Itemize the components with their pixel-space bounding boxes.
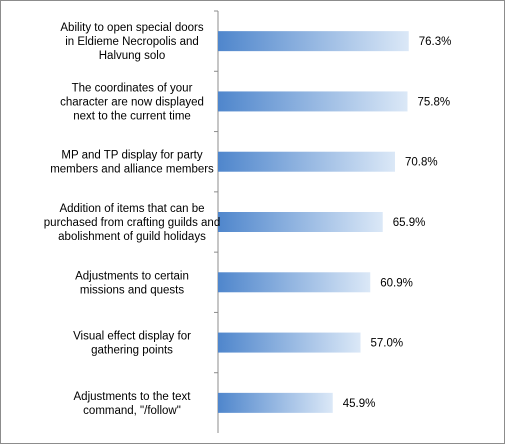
bar	[218, 151, 395, 172]
category-label: The coordinates of your character are now…	[60, 82, 204, 122]
data-label: 75.8%	[418, 96, 451, 108]
category-label: MP and TP display for party members and a…	[50, 150, 214, 176]
bar	[218, 332, 361, 353]
category-label: Adjustments to certain missions and quest…	[75, 270, 189, 296]
bar	[218, 272, 371, 293]
data-label: 60.9%	[380, 277, 413, 289]
bar	[218, 31, 409, 52]
data-label: 76.3%	[419, 36, 452, 48]
bar	[218, 212, 383, 232]
data-label: 45.9%	[343, 398, 376, 410]
data-label: 65.9%	[393, 217, 426, 229]
category-label: Addition of items that can be purchased f…	[44, 203, 220, 243]
data-label: 57.0%	[371, 338, 404, 350]
category-label: Ability to open special doors in Eldieme …	[60, 22, 203, 62]
category-label: Visual effect display for gathering point…	[73, 331, 191, 357]
bar	[218, 91, 408, 112]
bar	[218, 392, 333, 413]
category-label: Adjustments to the text command, "/follow…	[74, 391, 192, 417]
data-label: 70.8%	[405, 157, 438, 169]
